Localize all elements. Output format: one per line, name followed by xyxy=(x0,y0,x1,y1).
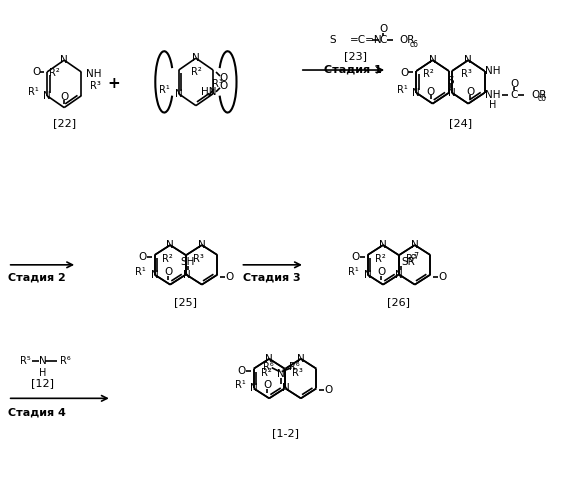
Text: SR: SR xyxy=(402,257,415,267)
Text: =C=N: =C=N xyxy=(350,36,382,46)
Text: R¹: R¹ xyxy=(349,267,359,277)
Text: с6: с6 xyxy=(538,94,547,103)
Text: R⁵: R⁵ xyxy=(20,356,31,366)
Text: R²: R² xyxy=(191,67,201,77)
Text: N: N xyxy=(175,89,183,99)
Text: N: N xyxy=(411,240,418,250)
Text: O: O xyxy=(427,87,435,97)
Text: R³: R³ xyxy=(212,79,223,89)
Text: N: N xyxy=(395,270,403,280)
Text: O: O xyxy=(220,81,228,91)
Text: R⁶: R⁶ xyxy=(289,362,300,372)
Text: O: O xyxy=(263,380,271,390)
Text: H: H xyxy=(489,100,496,110)
Text: [12]: [12] xyxy=(31,378,54,388)
Text: N: N xyxy=(448,88,456,98)
Text: N: N xyxy=(429,55,436,65)
Text: N: N xyxy=(364,270,372,280)
Text: R²: R² xyxy=(261,368,272,378)
Text: O: O xyxy=(401,68,409,78)
Text: O: O xyxy=(438,272,446,281)
Text: N: N xyxy=(151,270,158,280)
Text: R³: R³ xyxy=(292,368,303,378)
Text: O: O xyxy=(377,267,385,277)
Text: OR: OR xyxy=(399,36,414,46)
Text: N: N xyxy=(39,356,46,366)
Text: N: N xyxy=(379,240,387,250)
Text: C: C xyxy=(379,36,387,46)
Text: O: O xyxy=(510,79,518,89)
Text: R³: R³ xyxy=(406,254,417,264)
Text: N: N xyxy=(183,270,190,280)
Text: с6: с6 xyxy=(410,40,419,49)
Text: O: O xyxy=(379,24,387,34)
Text: NH: NH xyxy=(485,66,500,76)
Text: O: O xyxy=(220,73,228,83)
Text: Стадия 4: Стадия 4 xyxy=(8,407,66,417)
Text: [26]: [26] xyxy=(387,298,410,308)
Text: [1-2]: [1-2] xyxy=(272,428,299,438)
Text: O: O xyxy=(164,267,172,277)
Text: +: + xyxy=(108,76,120,92)
Text: Стадия 1: Стадия 1 xyxy=(324,64,381,74)
Text: Стадия 2: Стадия 2 xyxy=(8,272,65,282)
Text: O: O xyxy=(225,272,234,281)
Text: N: N xyxy=(60,55,68,65)
Text: R¹: R¹ xyxy=(28,87,39,97)
Text: R¹: R¹ xyxy=(397,85,408,95)
Text: N: N xyxy=(464,55,472,65)
Text: O: O xyxy=(351,252,360,262)
Text: N: N xyxy=(43,90,51,101)
Text: [23]: [23] xyxy=(344,51,367,61)
Text: N: N xyxy=(277,368,284,378)
Text: N: N xyxy=(192,53,200,63)
Text: H: H xyxy=(39,368,46,378)
Text: S: S xyxy=(447,76,454,86)
Text: N: N xyxy=(166,240,174,250)
Text: R⁶: R⁶ xyxy=(264,362,274,372)
Text: HN: HN xyxy=(201,87,216,97)
Text: Стадия 3: Стадия 3 xyxy=(243,272,301,282)
Text: R²: R² xyxy=(423,69,434,79)
Text: R¹: R¹ xyxy=(135,267,146,277)
Text: N: N xyxy=(413,88,420,98)
Text: R²: R² xyxy=(162,254,173,264)
Text: R²: R² xyxy=(375,254,386,264)
Text: [22]: [22] xyxy=(53,118,76,128)
Text: O: O xyxy=(32,67,40,77)
Text: R²: R² xyxy=(49,68,60,78)
Text: C: C xyxy=(510,90,518,100)
Text: R³: R³ xyxy=(461,69,472,79)
Text: O: O xyxy=(238,366,246,376)
Text: N: N xyxy=(297,354,305,364)
Text: O: O xyxy=(139,252,147,262)
Text: [24]: [24] xyxy=(449,118,472,128)
Text: NH: NH xyxy=(485,90,500,100)
Text: O: O xyxy=(60,92,68,102)
Text: O: O xyxy=(466,87,475,97)
Text: OR: OR xyxy=(531,90,546,100)
Text: O: O xyxy=(324,386,332,396)
Text: NH: NH xyxy=(87,69,102,79)
Text: R¹: R¹ xyxy=(235,380,245,390)
Text: R³: R³ xyxy=(194,254,204,264)
Text: N: N xyxy=(265,354,273,364)
Text: S: S xyxy=(329,36,336,46)
Text: N: N xyxy=(198,240,206,250)
Text: [25]: [25] xyxy=(175,298,198,308)
Text: R¹: R¹ xyxy=(158,85,169,95)
Text: R⁶: R⁶ xyxy=(60,356,71,366)
Text: N: N xyxy=(281,384,290,394)
Text: SH: SH xyxy=(180,257,195,267)
Text: R³: R³ xyxy=(90,81,101,91)
Text: с7: с7 xyxy=(411,252,420,262)
Text: N: N xyxy=(250,384,258,394)
